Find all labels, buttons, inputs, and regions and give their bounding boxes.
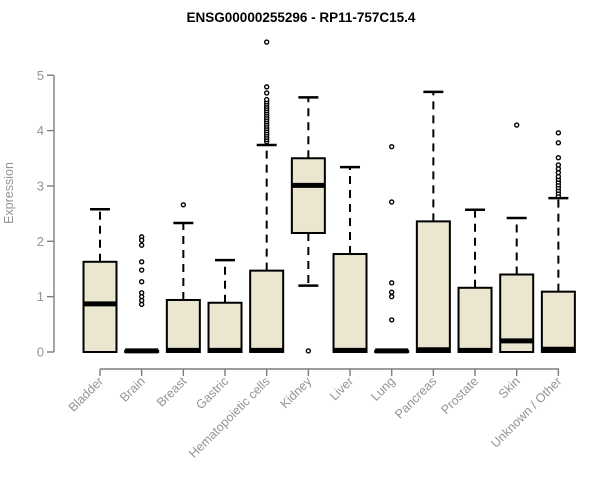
y-tick-label: 2 xyxy=(37,234,44,249)
outlier-point xyxy=(138,242,145,248)
box-lung xyxy=(374,143,410,354)
y-tick-label: 5 xyxy=(37,68,44,83)
outlier-point xyxy=(180,202,187,208)
iqr-box xyxy=(207,301,243,353)
x-category-label-bladder: Bladder xyxy=(66,374,106,414)
y-tick-label: 1 xyxy=(37,289,44,304)
iqr-box xyxy=(82,260,118,354)
outlier-point xyxy=(555,162,562,168)
outlier-point xyxy=(555,155,562,161)
outlier-point xyxy=(263,90,270,96)
outlier-point xyxy=(138,267,145,273)
iqr-box xyxy=(415,220,451,353)
box-prostate xyxy=(457,208,493,354)
box-kidney xyxy=(290,96,326,354)
outlier-point xyxy=(263,96,270,103)
outlier-point xyxy=(305,348,312,354)
y-tick-label: 4 xyxy=(37,123,44,138)
box-brain xyxy=(124,234,160,354)
boxes-layer xyxy=(82,39,576,354)
outlier-point xyxy=(388,317,395,323)
outlier-point xyxy=(138,259,145,265)
box-hematopoietic-cells xyxy=(249,39,285,353)
outlier-point xyxy=(388,293,395,300)
box-bladder xyxy=(82,207,118,354)
outlier-point xyxy=(263,84,270,90)
chart-title: ENSG00000255296 - RP11-757C15.4 xyxy=(187,10,416,25)
outlier-point xyxy=(388,199,395,205)
outlier-point xyxy=(388,280,395,286)
iqr-box xyxy=(290,157,326,234)
outlier-point xyxy=(138,279,145,285)
x-category-label-breast: Breast xyxy=(154,374,190,410)
iqr-box xyxy=(540,290,576,353)
box-unknown-other xyxy=(540,130,576,353)
outlier-point xyxy=(388,289,395,295)
x-category-label-kidney: Kidney xyxy=(278,374,315,411)
outlier-point xyxy=(388,143,395,150)
outlier-point xyxy=(514,122,520,128)
box-breast xyxy=(165,202,201,354)
outlier-point xyxy=(263,39,270,45)
y-axis-title: Expression xyxy=(2,162,16,224)
x-category-label-liver: Liver xyxy=(327,374,356,403)
x-category-label-hematopoietic-cells: Hematopoietic cells xyxy=(186,374,273,461)
box-liver xyxy=(332,165,368,353)
x-category-label-gastric: Gastric xyxy=(193,374,231,412)
box-skin xyxy=(499,122,535,354)
x-category-label-brain: Brain xyxy=(117,374,148,405)
iqr-box xyxy=(249,269,285,353)
x-category-label-skin: Skin xyxy=(496,374,523,401)
y-tick-label: 3 xyxy=(37,178,44,193)
x-category-label-prostate: Prostate xyxy=(438,374,481,417)
iqr-box xyxy=(165,298,201,354)
y-tick-label: 0 xyxy=(37,345,44,360)
box-pancreas xyxy=(415,90,451,353)
outlier-point xyxy=(138,237,145,243)
outlier-point xyxy=(555,130,562,136)
x-category-label-unknown-other: Unknown / Other xyxy=(488,374,564,450)
x-category-label-pancreas: Pancreas xyxy=(392,374,439,421)
x-category-label-lung: Lung xyxy=(368,374,398,404)
outlier-point xyxy=(138,301,145,308)
box-gastric xyxy=(207,258,243,353)
y-axis: 0 1 2 3 4 5 xyxy=(37,68,55,360)
outlier-point xyxy=(555,140,562,146)
iqr-box xyxy=(332,253,368,353)
iqr-box xyxy=(457,286,493,354)
